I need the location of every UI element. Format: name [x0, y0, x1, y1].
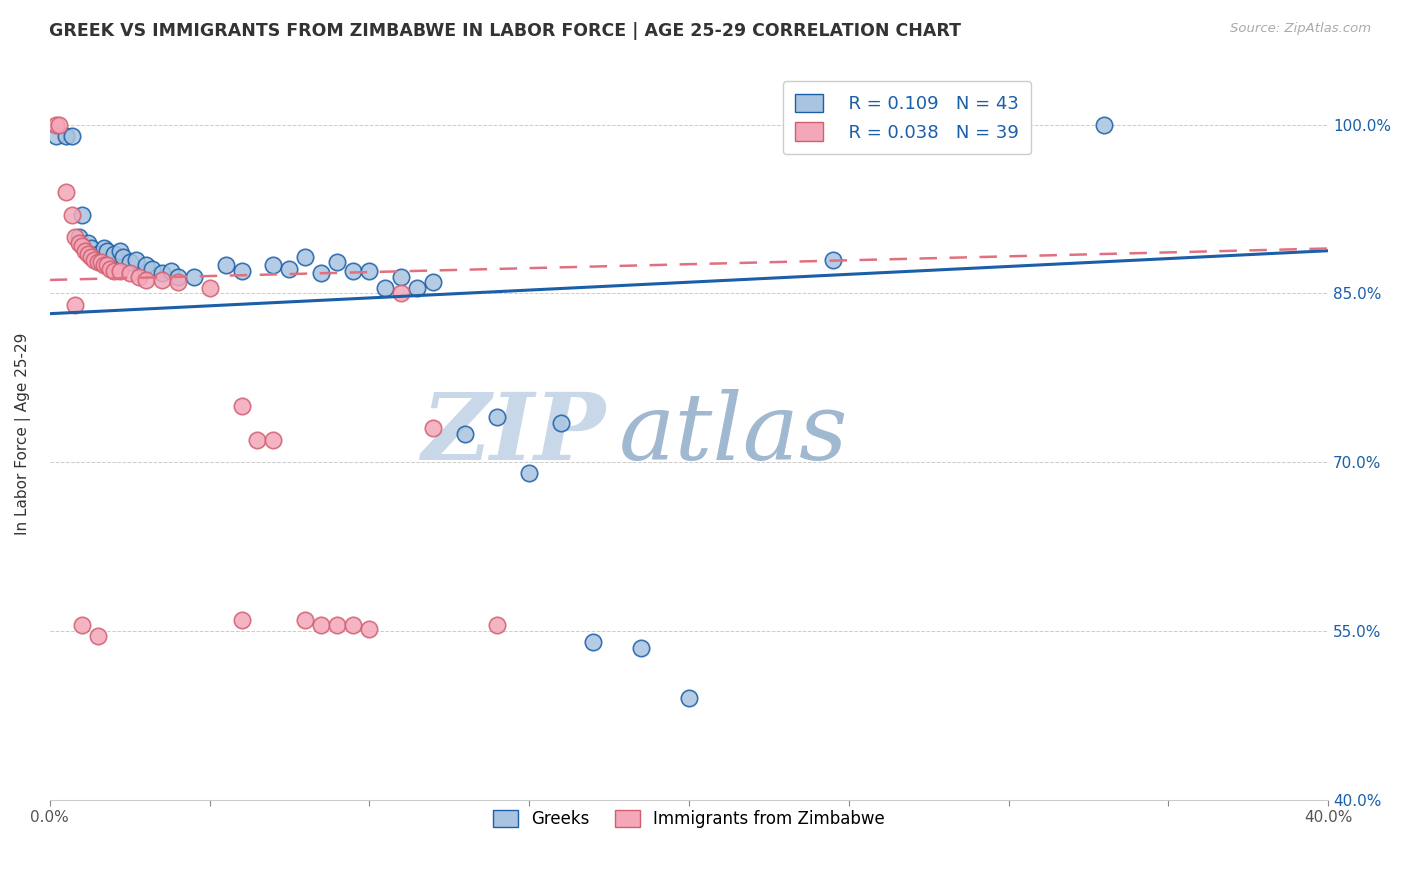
Point	[108, 244, 131, 258]
Point	[80, 251, 103, 265]
Point	[60, 208, 83, 222]
Text: atlas: atlas	[619, 389, 848, 479]
Point	[160, 264, 183, 278]
Point	[582, 635, 605, 649]
Point	[294, 251, 316, 265]
Point	[103, 247, 125, 261]
Point	[326, 618, 349, 632]
Point	[389, 269, 412, 284]
Point	[311, 618, 333, 632]
Point	[406, 281, 429, 295]
Point	[231, 613, 253, 627]
Point	[422, 421, 444, 435]
Point	[326, 255, 349, 269]
Point	[83, 252, 105, 267]
Point	[278, 261, 301, 276]
Point	[359, 264, 381, 278]
Point	[422, 275, 444, 289]
Point	[359, 622, 381, 636]
Point	[86, 247, 108, 261]
Point	[128, 269, 150, 284]
Point	[45, 128, 67, 143]
Point	[45, 118, 67, 132]
Point	[65, 230, 87, 244]
Point	[86, 255, 108, 269]
Point	[183, 269, 205, 284]
Point	[486, 410, 509, 425]
Point	[70, 618, 93, 632]
Point	[70, 239, 93, 253]
Point	[150, 273, 173, 287]
Point	[73, 244, 96, 258]
Point	[821, 252, 844, 267]
Point	[67, 230, 90, 244]
Point	[93, 258, 115, 272]
Legend: Greeks, Immigrants from Zimbabwe: Greeks, Immigrants from Zimbabwe	[486, 804, 891, 835]
Text: Source: ZipAtlas.com: Source: ZipAtlas.com	[1230, 22, 1371, 36]
Point	[96, 258, 118, 272]
Point	[389, 286, 412, 301]
Point	[678, 691, 700, 706]
Point	[294, 613, 316, 627]
Point	[263, 433, 285, 447]
Point	[90, 255, 112, 269]
Point	[100, 261, 122, 276]
Point	[55, 128, 77, 143]
Point	[135, 258, 157, 272]
Point	[231, 264, 253, 278]
Point	[550, 416, 572, 430]
Point	[150, 266, 173, 280]
Point	[48, 118, 70, 132]
Point	[108, 264, 131, 278]
Point	[486, 618, 509, 632]
Point	[96, 244, 118, 258]
Point	[77, 235, 100, 250]
Point	[86, 630, 108, 644]
Point	[135, 273, 157, 287]
Point	[214, 258, 236, 272]
Text: ZIP: ZIP	[422, 389, 606, 479]
Point	[246, 433, 269, 447]
Point	[1094, 118, 1116, 132]
Y-axis label: In Labor Force | Age 25-29: In Labor Force | Age 25-29	[15, 333, 31, 535]
Point	[60, 128, 83, 143]
Point	[65, 298, 87, 312]
Point	[630, 640, 652, 655]
Point	[112, 251, 135, 265]
Point	[141, 261, 163, 276]
Point	[118, 266, 141, 280]
Point	[77, 247, 100, 261]
Point	[374, 281, 396, 295]
Point	[93, 242, 115, 256]
Point	[166, 275, 188, 289]
Point	[70, 208, 93, 222]
Point	[80, 242, 103, 256]
Point	[67, 235, 90, 250]
Point	[55, 186, 77, 200]
Point	[198, 281, 221, 295]
Text: GREEK VS IMMIGRANTS FROM ZIMBABWE IN LABOR FORCE | AGE 25-29 CORRELATION CHART: GREEK VS IMMIGRANTS FROM ZIMBABWE IN LAB…	[49, 22, 962, 40]
Point	[125, 252, 148, 267]
Point	[231, 399, 253, 413]
Point	[342, 618, 364, 632]
Point	[166, 269, 188, 284]
Point	[103, 264, 125, 278]
Point	[263, 258, 285, 272]
Point	[311, 266, 333, 280]
Point	[517, 467, 540, 481]
Point	[342, 264, 364, 278]
Point	[454, 427, 477, 442]
Point	[118, 255, 141, 269]
